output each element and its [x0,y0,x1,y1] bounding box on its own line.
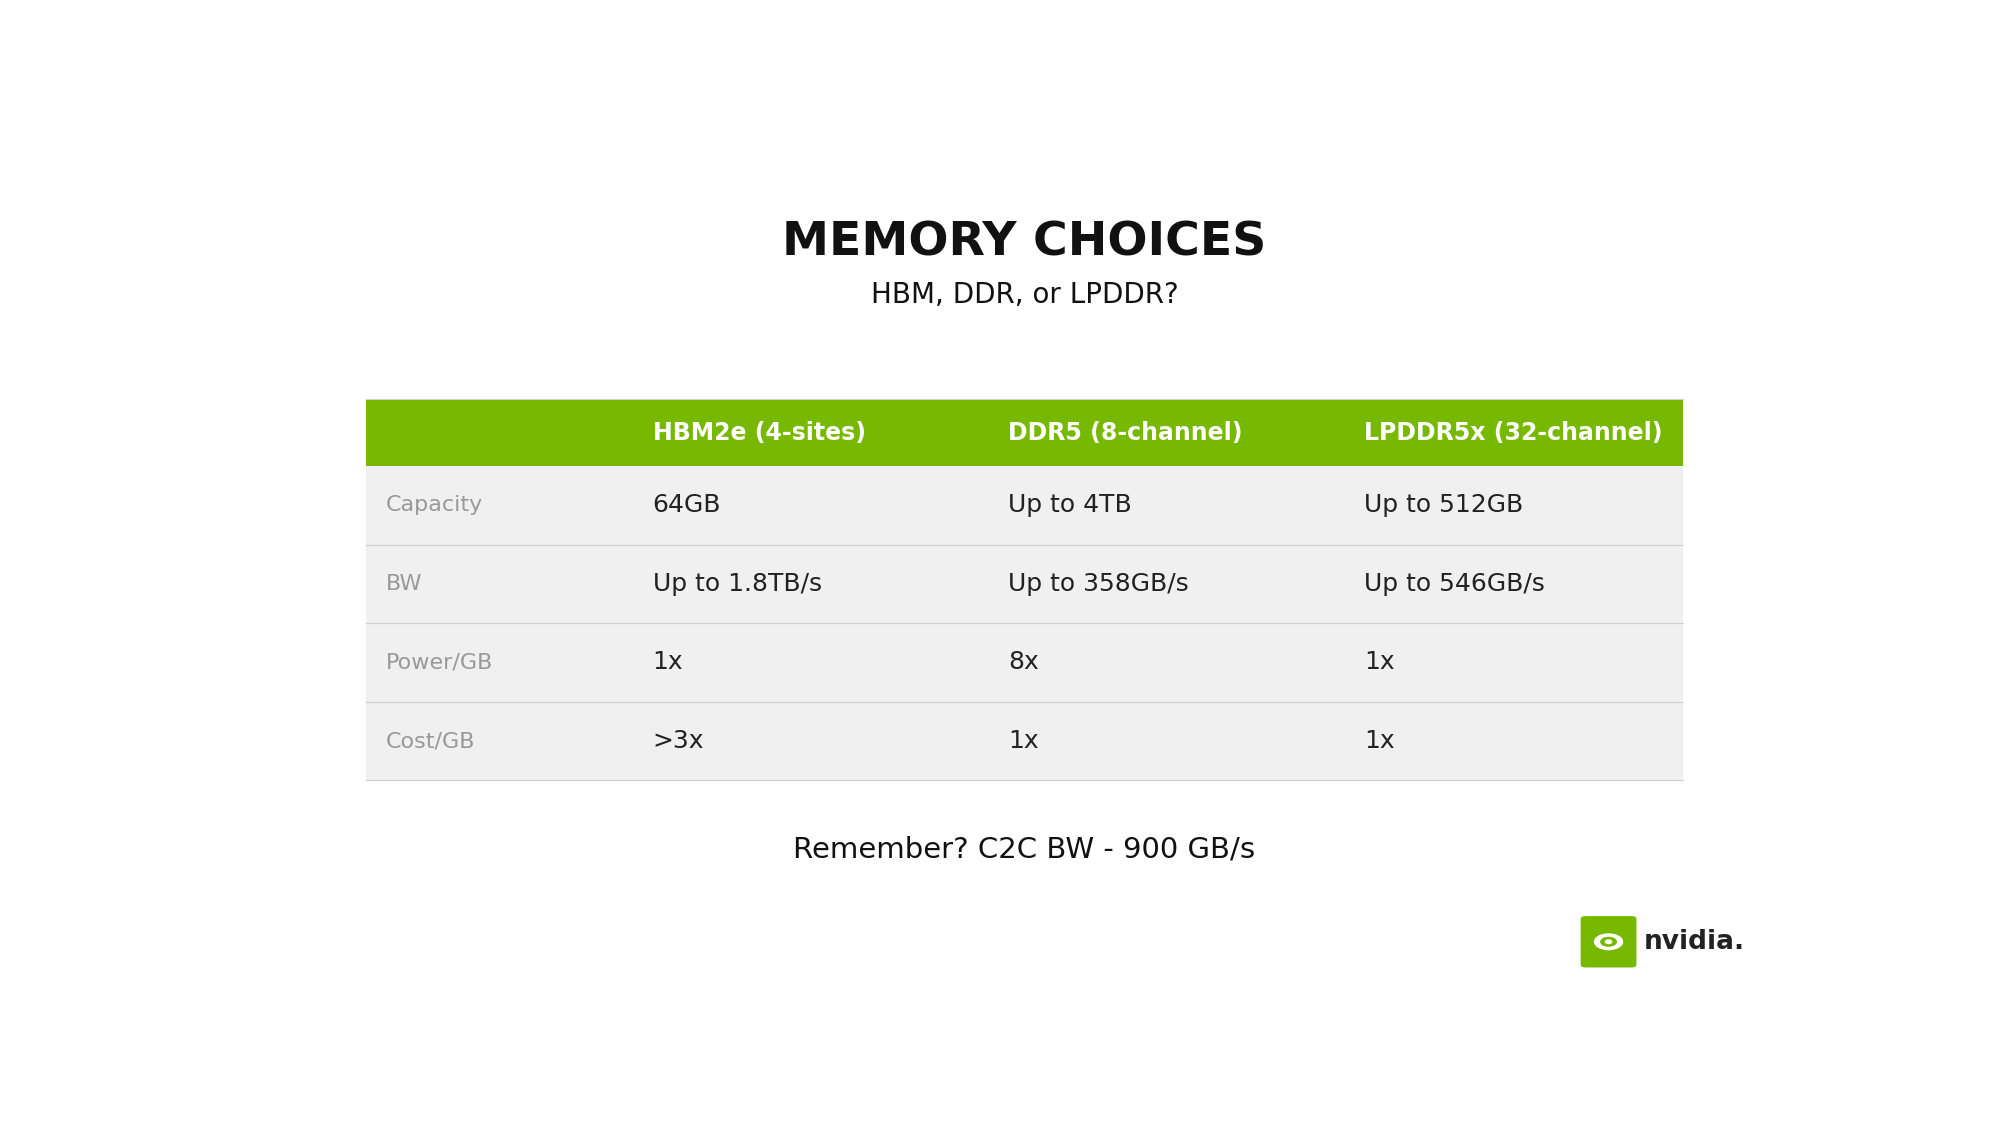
Text: HBM, DDR, or LPDDR?: HBM, DDR, or LPDDR? [871,281,1177,309]
Text: MEMORY CHOICES: MEMORY CHOICES [781,220,1267,266]
Text: BW: BW [386,574,422,594]
Text: Up to 4TB: Up to 4TB [1007,493,1131,518]
Text: Up to 546GB/s: Up to 546GB/s [1363,572,1544,596]
Circle shape [1594,934,1622,950]
Bar [366,544,1682,623]
Text: LPDDR5x (32-channel): LPDDR5x (32-channel) [1363,421,1662,444]
Text: nvidia.: nvidia. [1644,929,1744,955]
FancyBboxPatch shape [1580,916,1636,967]
Bar [366,623,1682,702]
Text: Remember? C2C BW - 900 GB/s: Remember? C2C BW - 900 GB/s [793,836,1255,864]
Text: 1x: 1x [1363,729,1395,753]
Bar [366,399,1682,466]
Text: Up to 512GB: Up to 512GB [1363,493,1522,518]
Text: DDR5 (8-channel): DDR5 (8-channel) [1007,421,1243,444]
Circle shape [1600,937,1616,946]
Text: Cost/GB: Cost/GB [386,731,476,752]
Text: Up to 1.8TB/s: Up to 1.8TB/s [653,572,821,596]
Text: 1x: 1x [653,650,683,675]
Text: 1x: 1x [1007,729,1039,753]
Text: HBM2e (4-sites): HBM2e (4-sites) [653,421,865,444]
Text: Power/GB: Power/GB [386,652,494,673]
Text: Capacity: Capacity [386,495,484,515]
Text: 64GB: 64GB [653,493,721,518]
Text: Up to 358GB/s: Up to 358GB/s [1007,572,1189,596]
Bar [366,466,1682,544]
Text: >3x: >3x [653,729,703,753]
Bar [366,702,1682,781]
Text: 8x: 8x [1007,650,1039,675]
Circle shape [1604,940,1610,944]
Text: 1x: 1x [1363,650,1395,675]
